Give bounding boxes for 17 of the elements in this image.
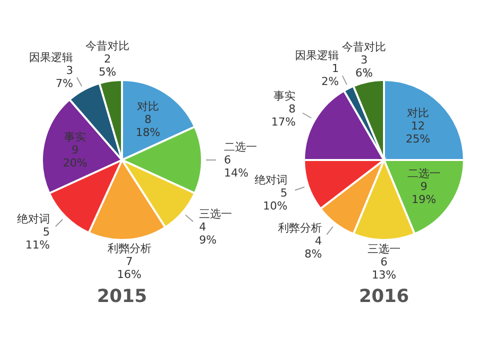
data-label: 今昔对比 2 5% xyxy=(85,40,130,79)
data-label: 对比 8 18% xyxy=(136,100,160,140)
data-label: 因果逻辑 1 2% xyxy=(294,49,339,88)
data-label: 对比 12 25% xyxy=(406,106,430,146)
data-label: 今昔对比 3 6% xyxy=(342,40,386,80)
data-label: 绝对词 5 10% xyxy=(254,173,288,212)
data-label: 利弊分析 4 8% xyxy=(278,221,322,260)
data-label: 三选一 4 9% xyxy=(199,207,232,246)
data-label: 因果逻辑 3 7% xyxy=(29,50,74,90)
data-label: 事实 9 20% xyxy=(62,130,88,170)
title: 2015 xyxy=(96,286,148,307)
data-label: 事实 8 17% xyxy=(271,90,296,128)
title: 2016 xyxy=(358,286,410,307)
data-label: 绝对词 5 11% xyxy=(16,212,50,252)
data-label: 利弊分析 7 16% xyxy=(107,242,152,282)
data-label: 二选一 9 19% xyxy=(407,167,440,206)
data-label: 三选一 6 13% xyxy=(368,242,400,282)
